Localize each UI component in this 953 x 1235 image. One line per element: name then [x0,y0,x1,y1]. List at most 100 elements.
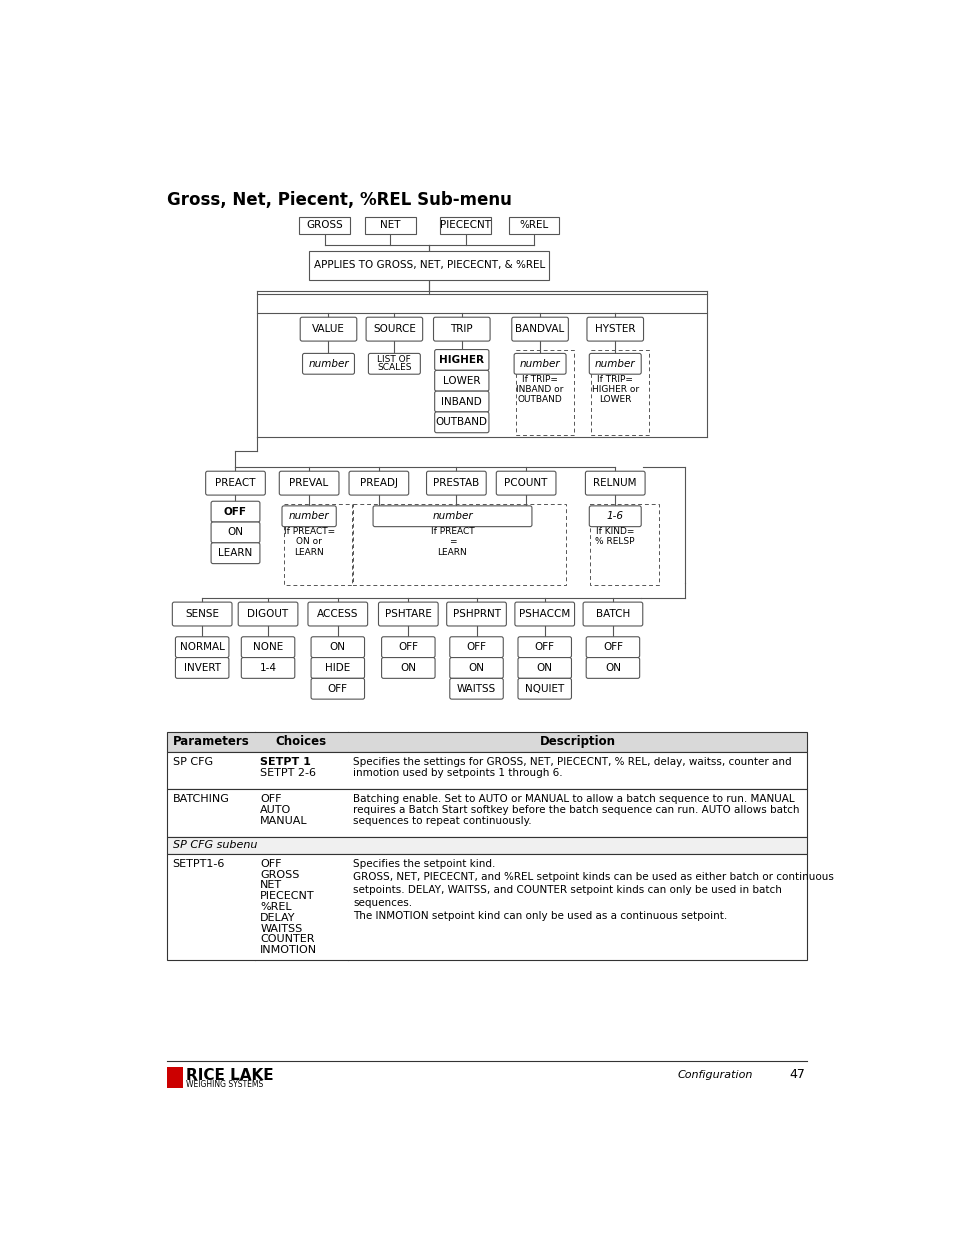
Text: OFF: OFF [398,642,417,652]
Text: DELAY: DELAY [260,913,295,923]
FancyBboxPatch shape [515,603,574,626]
Text: NQUIET: NQUIET [524,684,564,694]
Text: HYSTER: HYSTER [595,324,635,335]
FancyBboxPatch shape [366,317,422,341]
Text: The INMOTION setpoint kind can only be used as a continuous setpoint.: The INMOTION setpoint kind can only be u… [353,911,727,921]
FancyBboxPatch shape [282,506,335,526]
Text: GROSS: GROSS [306,220,343,230]
Text: SCALES: SCALES [376,363,411,372]
FancyBboxPatch shape [511,317,568,341]
Text: BANDVAL: BANDVAL [515,324,564,335]
FancyBboxPatch shape [311,637,364,657]
Text: If TRIP=
INBAND or
OUTBAND: If TRIP= INBAND or OUTBAND [516,374,563,404]
FancyBboxPatch shape [308,603,367,626]
Text: 1-6: 1-6 [606,511,623,521]
Bar [299,216,350,233]
Text: Description: Description [539,735,615,748]
Text: INMOTION: INMOTION [260,945,317,955]
Text: SP CFG: SP CFG [172,757,213,767]
FancyBboxPatch shape [238,603,297,626]
Text: 47: 47 [789,1068,804,1081]
Bar [516,350,574,435]
Text: WEIGHING SYSTEMS: WEIGHING SYSTEMS [186,1079,263,1089]
Text: 1-4: 1-4 [259,663,276,673]
Text: PSHACCM: PSHACCM [518,609,570,619]
Text: HIGHER: HIGHER [438,354,484,366]
FancyBboxPatch shape [433,317,490,341]
Text: Batching enable. Set to AUTO or MANUAL to allow a batch sequence to run. MANUAL: Batching enable. Set to AUTO or MANUAL t… [353,794,794,804]
Text: requires a Batch Start softkey before the batch sequence can run. AUTO allows ba: requires a Batch Start softkey before th… [353,805,799,815]
Text: setpoints. DELAY, WAITSS, and COUNTER setpoint kinds can only be used in batch: setpoints. DELAY, WAITSS, and COUNTER se… [353,885,781,895]
Text: %REL: %REL [260,902,292,911]
FancyBboxPatch shape [435,350,488,370]
Text: inmotion used by setpoints 1 through 6.: inmotion used by setpoints 1 through 6. [353,768,562,778]
Text: number: number [519,359,559,369]
FancyBboxPatch shape [211,543,259,563]
Bar [365,216,416,233]
Text: DIGOUT: DIGOUT [247,609,289,619]
Text: NET: NET [260,881,282,890]
Text: PSHTARE: PSHTARE [384,609,432,619]
Text: SETPT 1: SETPT 1 [260,757,311,767]
FancyBboxPatch shape [368,353,420,374]
Bar [167,732,806,752]
FancyBboxPatch shape [311,657,364,678]
FancyBboxPatch shape [211,501,259,522]
FancyBboxPatch shape [349,472,408,495]
Text: number: number [595,359,635,369]
Text: SETPT 2-6: SETPT 2-6 [260,768,316,778]
FancyBboxPatch shape [211,522,259,543]
Text: NONE: NONE [253,642,283,652]
Text: INVERT: INVERT [184,663,220,673]
Text: OFF: OFF [260,794,281,804]
Bar [167,1067,183,1088]
FancyBboxPatch shape [517,657,571,678]
Text: Configuration: Configuration [677,1070,752,1079]
Text: RICE LAKE: RICE LAKE [186,1068,274,1083]
Text: APPLIES TO GROSS, NET, PIECECNT, & %REL: APPLIES TO GROSS, NET, PIECECNT, & %REL [314,261,544,270]
Bar [167,836,806,853]
Bar [309,251,549,280]
Text: INBAND: INBAND [441,396,481,406]
Text: BATCHING: BATCHING [172,794,230,804]
Text: LOWER: LOWER [442,375,480,385]
FancyBboxPatch shape [381,657,435,678]
FancyBboxPatch shape [426,472,486,495]
FancyBboxPatch shape [582,603,642,626]
Text: PREVAL: PREVAL [289,478,329,488]
Text: ON: ON [537,663,552,673]
Bar [353,504,566,585]
Text: OFF: OFF [328,684,348,694]
Text: MANUAL: MANUAL [260,816,308,826]
Text: Gross, Net, Piecent, %REL Sub-menu: Gross, Net, Piecent, %REL Sub-menu [167,190,512,209]
Text: PIECECNT: PIECECNT [260,892,314,902]
Text: OUTBAND: OUTBAND [436,417,487,427]
FancyBboxPatch shape [589,353,640,374]
FancyBboxPatch shape [206,472,265,495]
Text: %REL: %REL [518,220,548,230]
FancyBboxPatch shape [378,603,437,626]
Text: ON: ON [227,527,243,537]
FancyBboxPatch shape [435,370,488,391]
Text: GROSS, NET, PIECECNT, and %REL setpoint kinds can be used as either batch or con: GROSS, NET, PIECECNT, and %REL setpoint … [353,872,833,882]
FancyBboxPatch shape [279,472,338,495]
Text: NET: NET [380,220,400,230]
Text: OFF: OFF [224,506,247,516]
Text: NORMAL: NORMAL [179,642,224,652]
FancyBboxPatch shape [514,353,565,374]
Bar [167,789,806,836]
Text: number: number [308,359,349,369]
Text: VALUE: VALUE [312,324,345,335]
FancyBboxPatch shape [172,603,232,626]
Text: WAITSS: WAITSS [456,684,496,694]
FancyBboxPatch shape [302,353,355,374]
Text: ON: ON [330,642,345,652]
Text: GROSS: GROSS [260,869,299,879]
Text: number: number [432,511,473,521]
Text: AUTO: AUTO [260,805,292,815]
FancyBboxPatch shape [381,637,435,657]
Text: RELNUM: RELNUM [593,478,637,488]
Text: WAITSS: WAITSS [260,924,302,934]
Text: OFF: OFF [602,642,622,652]
Text: PREADJ: PREADJ [359,478,397,488]
